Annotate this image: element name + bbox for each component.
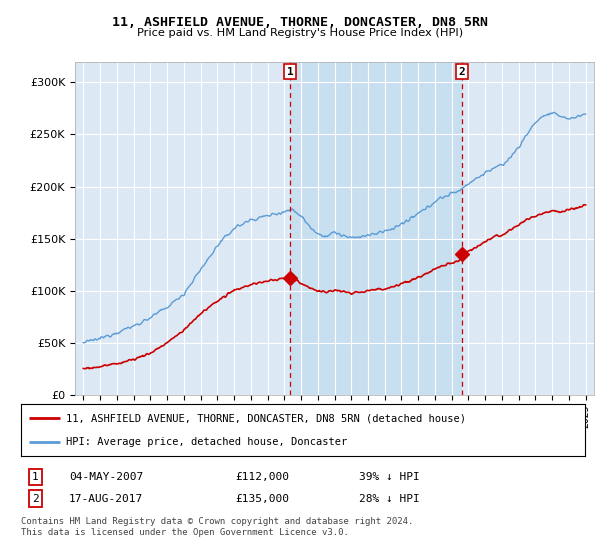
- Text: 11, ASHFIELD AVENUE, THORNE, DONCASTER, DN8 5RN (detached house): 11, ASHFIELD AVENUE, THORNE, DONCASTER, …: [66, 413, 466, 423]
- Text: £135,000: £135,000: [235, 493, 289, 503]
- Text: 04-MAY-2007: 04-MAY-2007: [69, 472, 143, 482]
- Text: £112,000: £112,000: [235, 472, 289, 482]
- Text: 2: 2: [32, 493, 38, 503]
- Text: 39% ↓ HPI: 39% ↓ HPI: [359, 472, 420, 482]
- Text: 2: 2: [459, 67, 466, 77]
- Text: 1: 1: [287, 67, 293, 77]
- Text: 11, ASHFIELD AVENUE, THORNE, DONCASTER, DN8 5RN: 11, ASHFIELD AVENUE, THORNE, DONCASTER, …: [112, 16, 488, 29]
- Bar: [290, 62, 462, 395]
- Text: Price paid vs. HM Land Registry's House Price Index (HPI): Price paid vs. HM Land Registry's House …: [137, 28, 463, 38]
- Text: Contains HM Land Registry data © Crown copyright and database right 2024.
This d: Contains HM Land Registry data © Crown c…: [21, 516, 413, 538]
- Text: 28% ↓ HPI: 28% ↓ HPI: [359, 493, 420, 503]
- Text: 1: 1: [32, 472, 38, 482]
- Text: 17-AUG-2017: 17-AUG-2017: [69, 493, 143, 503]
- Text: HPI: Average price, detached house, Doncaster: HPI: Average price, detached house, Donc…: [66, 437, 347, 447]
